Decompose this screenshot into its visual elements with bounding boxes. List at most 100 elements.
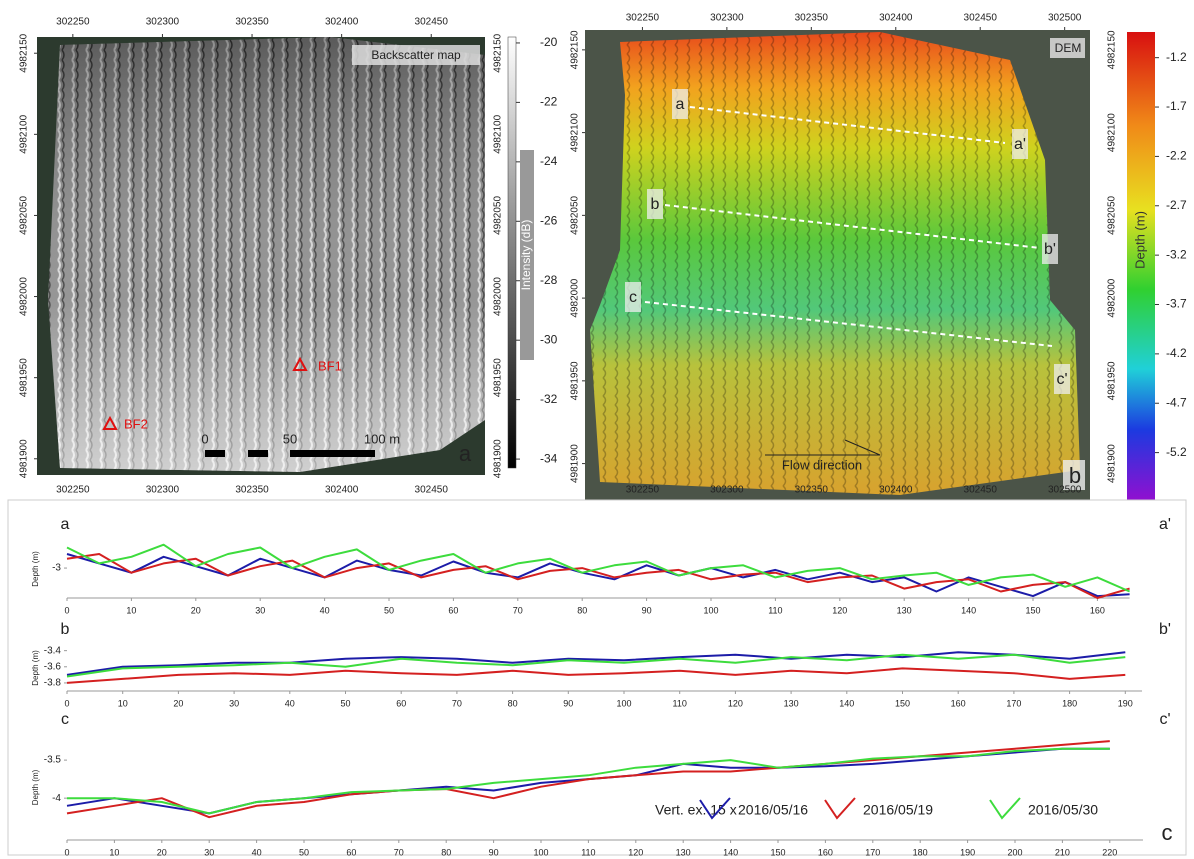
x-tick-label: 10 bbox=[126, 605, 136, 615]
colorbar-tick-label: -4.7 bbox=[1166, 395, 1187, 409]
x-tick-label: 140 bbox=[723, 847, 738, 857]
x-tick-label: 60 bbox=[448, 605, 458, 615]
x-tick-label: 30 bbox=[204, 847, 214, 857]
x-tick-label: 120 bbox=[728, 698, 743, 708]
x-tick-label: 302450 bbox=[415, 17, 449, 28]
scale-label: 50 bbox=[283, 431, 297, 446]
x-tick-label: 302250 bbox=[56, 17, 90, 28]
colorbar-tick-label: -2.7 bbox=[1166, 198, 1187, 212]
colorbar-tick-label: -30 bbox=[540, 332, 558, 346]
x-tick-label: 70 bbox=[452, 698, 462, 708]
x-tick-label: 160 bbox=[1090, 605, 1105, 615]
y-tick-label: 4982000 bbox=[19, 277, 30, 316]
y-tick-label: -3.4 bbox=[44, 645, 62, 656]
x-tick-label: 302250 bbox=[626, 485, 660, 496]
colorbar-tick-label: -24 bbox=[540, 154, 558, 168]
x-tick-label: 30 bbox=[255, 605, 265, 615]
x-tick-label: 302450 bbox=[964, 485, 998, 496]
y-tick-label: 4981900 bbox=[493, 439, 504, 478]
y-tick-label: 4982050 bbox=[1107, 195, 1118, 234]
x-tick-label: 90 bbox=[489, 847, 499, 857]
y-tick-label: 4982100 bbox=[19, 114, 30, 153]
x-tick-label: 302350 bbox=[795, 485, 829, 496]
profile-end-label: a' bbox=[1159, 516, 1171, 533]
y-tick-label: 4982050 bbox=[570, 195, 581, 234]
colorbar-tick-label: -1.2 bbox=[1166, 50, 1187, 64]
x-tick-label: 302400 bbox=[325, 485, 359, 496]
x-tick-label: 190 bbox=[1118, 698, 1133, 708]
x-tick-label: 10 bbox=[109, 847, 119, 857]
y-tick-label: 4981900 bbox=[1107, 444, 1118, 483]
x-tick-label: 120 bbox=[832, 605, 847, 615]
x-tick-label: 302300 bbox=[710, 485, 744, 496]
y-tick-label: 4982000 bbox=[493, 277, 504, 316]
y-tick-label: -3 bbox=[52, 563, 61, 574]
x-tick-label: 130 bbox=[676, 847, 691, 857]
panel-letter: c bbox=[1162, 820, 1173, 845]
x-tick-label: 140 bbox=[839, 698, 854, 708]
x-tick-label: 180 bbox=[913, 847, 928, 857]
x-tick-label: 120 bbox=[628, 847, 643, 857]
x-tick-label: 20 bbox=[191, 605, 201, 615]
x-tick-label: 40 bbox=[285, 698, 295, 708]
x-tick-label: 40 bbox=[320, 605, 330, 615]
profile-start-label: b bbox=[61, 621, 70, 638]
profile-end-label: b' bbox=[1159, 621, 1171, 638]
y-tick-label: 4982000 bbox=[1107, 278, 1118, 317]
x-tick-label: 30 bbox=[229, 698, 239, 708]
map-title: DEM bbox=[1055, 41, 1082, 55]
colorbar bbox=[508, 37, 516, 468]
legend-icon bbox=[825, 798, 855, 818]
profile-start-label: c bbox=[61, 711, 69, 728]
y-tick-label: 4982000 bbox=[570, 278, 581, 317]
y-axis-label: Depth (m) bbox=[31, 551, 40, 587]
x-tick-label: 40 bbox=[252, 847, 262, 857]
x-tick-label: 180 bbox=[1062, 698, 1077, 708]
x-tick-label: 170 bbox=[865, 847, 880, 857]
figure: Backscatter map BF1 BF2 0 50 100 m a Int… bbox=[0, 0, 1194, 859]
x-tick-label: 160 bbox=[951, 698, 966, 708]
y-tick-label: -3.5 bbox=[44, 755, 62, 766]
x-tick-label: 302250 bbox=[56, 485, 90, 496]
x-tick-label: 80 bbox=[441, 847, 451, 857]
x-tick-label: 302300 bbox=[146, 17, 180, 28]
x-tick-label: 302450 bbox=[415, 485, 449, 496]
colorbar-tick-label: -20 bbox=[540, 35, 558, 49]
y-tick-label: 4981950 bbox=[570, 361, 581, 400]
x-tick-label: 110 bbox=[673, 698, 687, 708]
x-tick-label: 302350 bbox=[235, 17, 269, 28]
x-tick-label: 60 bbox=[346, 847, 356, 857]
x-tick-label: 90 bbox=[642, 605, 652, 615]
colorbar-tick-label: -34 bbox=[540, 451, 558, 465]
x-tick-label: 302350 bbox=[235, 485, 269, 496]
profile-end-label: a bbox=[676, 96, 685, 113]
legend-icon bbox=[990, 798, 1020, 818]
x-tick-label: 0 bbox=[64, 847, 69, 857]
y-tick-label: 4982150 bbox=[570, 30, 581, 69]
colorbar-tick-label: -22 bbox=[540, 95, 558, 109]
x-tick-label: 80 bbox=[508, 698, 518, 708]
y-tick-label: 4981900 bbox=[19, 439, 30, 478]
x-tick-label: 302250 bbox=[626, 13, 660, 24]
profiles-frame bbox=[8, 500, 1186, 855]
x-tick-label: 20 bbox=[157, 847, 167, 857]
y-tick-label: 4981950 bbox=[19, 358, 30, 397]
x-tick-label: 110 bbox=[581, 847, 595, 857]
x-tick-label: 90 bbox=[563, 698, 573, 708]
y-tick-label: 4982150 bbox=[1107, 30, 1118, 69]
colorbar-tick-label: -28 bbox=[540, 273, 558, 287]
x-tick-label: 100 bbox=[533, 847, 548, 857]
backscatter-shading bbox=[48, 37, 485, 472]
profile-end-label: c' bbox=[1159, 711, 1170, 728]
legend-label: 2016/05/19 bbox=[863, 802, 933, 818]
x-tick-label: 302350 bbox=[795, 13, 829, 24]
y-axis-label: Depth (m) bbox=[31, 650, 40, 686]
x-tick-label: 0 bbox=[64, 698, 69, 708]
y-tick-label: 4981950 bbox=[1107, 361, 1118, 400]
x-tick-label: 150 bbox=[895, 698, 910, 708]
x-tick-label: 50 bbox=[299, 847, 309, 857]
x-tick-label: 302450 bbox=[964, 13, 998, 24]
y-tick-label: 4982100 bbox=[570, 113, 581, 152]
x-tick-label: 100 bbox=[616, 698, 631, 708]
colorbar-tick-label: -1.7 bbox=[1166, 99, 1187, 113]
